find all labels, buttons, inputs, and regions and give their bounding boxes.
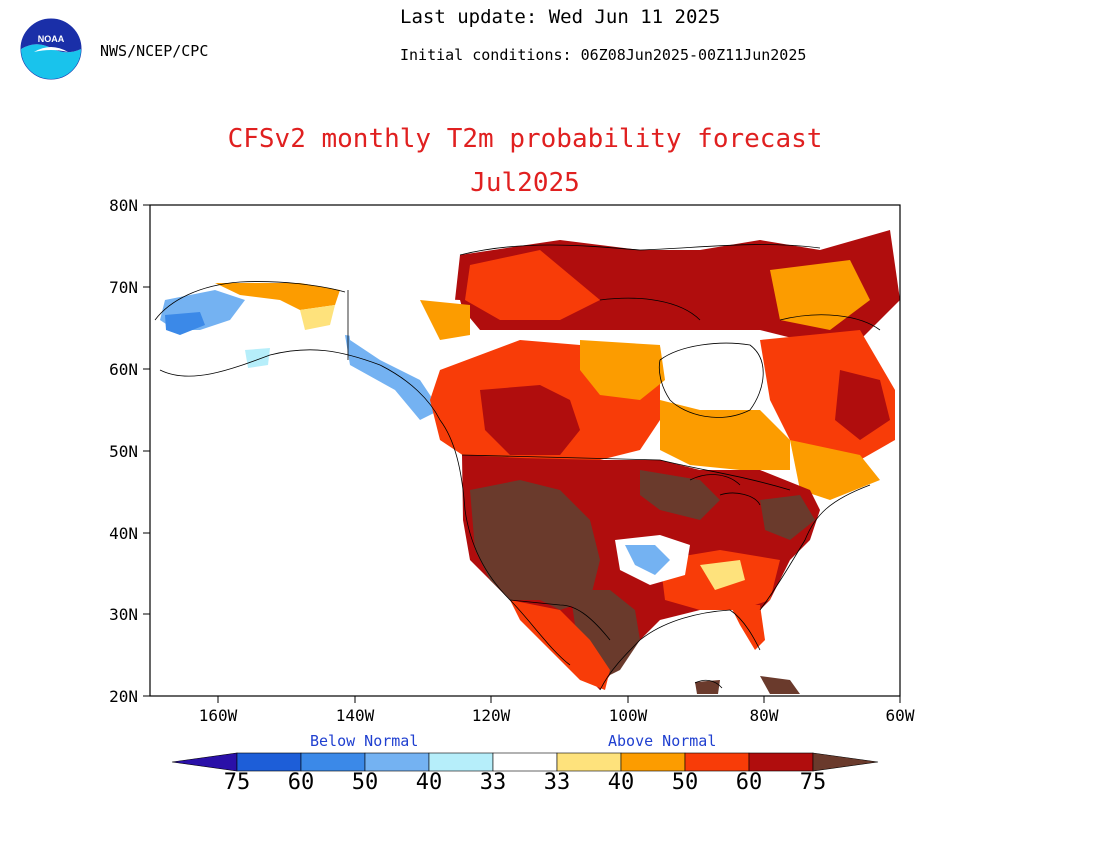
legend-tick-label: 33 bbox=[479, 770, 507, 795]
logo-bottom bbox=[21, 44, 81, 79]
legend-arrow-right bbox=[812, 752, 879, 772]
region-ontario bbox=[660, 400, 790, 470]
region-maritimes bbox=[790, 440, 880, 500]
above-normal-label: Above Normal bbox=[608, 732, 717, 750]
agency-label: NWS/NCEP/CPC bbox=[100, 42, 209, 60]
legend-tick-label: 40 bbox=[607, 770, 635, 795]
region-arctic-orange2 bbox=[770, 260, 870, 330]
last-update: Last update: Wed Jun 11 2025 bbox=[400, 6, 721, 28]
us-mexico-border bbox=[509, 599, 611, 641]
logo-text: NOAA bbox=[38, 34, 65, 44]
legend-swatch bbox=[748, 752, 814, 772]
region-southern-plains-blue bbox=[625, 545, 670, 575]
region-western-canada-dark bbox=[480, 385, 580, 455]
logo-bird bbox=[34, 47, 68, 52]
legend-swatch bbox=[620, 752, 686, 772]
lat-label: 80N bbox=[109, 196, 138, 215]
map-subtitle: Jul2025 bbox=[470, 168, 580, 198]
legend-tick-label: 40 bbox=[415, 770, 443, 795]
region-northeast bbox=[760, 495, 815, 540]
coast-atlantic bbox=[759, 484, 871, 611]
region-alaska-orange bbox=[215, 283, 340, 310]
lon-label: 160W bbox=[198, 706, 238, 725]
region-cuba bbox=[695, 680, 720, 694]
region-alaska-lightcyan bbox=[245, 348, 270, 368]
initial-conditions: Initial conditions: 06Z08Jun2025-00Z11Ju… bbox=[400, 46, 807, 64]
legend-tick-label: 75 bbox=[223, 770, 251, 795]
region-great-basin bbox=[470, 480, 600, 610]
cuba-outline bbox=[694, 679, 723, 689]
legend-tick-label: 50 bbox=[351, 770, 379, 795]
region-quebec-dark bbox=[835, 370, 890, 440]
noaa-logo: NOAA bbox=[20, 18, 82, 80]
lon-label: 60W bbox=[885, 706, 915, 725]
map-title: CFSv2 monthly T2m probability forecast bbox=[227, 124, 823, 154]
lon-label: 140W bbox=[335, 706, 375, 725]
region-yukon-orange bbox=[420, 300, 470, 340]
legend-tick-label: 75 bbox=[799, 770, 827, 795]
legend-swatch bbox=[236, 752, 302, 772]
lat-label: 70N bbox=[109, 278, 138, 297]
legend-swatch bbox=[556, 752, 622, 772]
region-midwest bbox=[640, 470, 720, 520]
below-normal-label: Below Normal bbox=[310, 732, 419, 750]
map-outlines bbox=[154, 244, 881, 691]
us-canada-border bbox=[461, 454, 791, 491]
lon-label: 80W bbox=[749, 706, 779, 725]
legend-swatch bbox=[684, 752, 750, 772]
region-hudson bbox=[660, 340, 770, 420]
region-southeast-yellow bbox=[700, 560, 745, 590]
legend-tick-label: 50 bbox=[671, 770, 699, 795]
legend-swatch bbox=[300, 752, 366, 772]
legend-tick-label: 60 bbox=[287, 770, 315, 795]
legend-arrow-left bbox=[171, 752, 238, 772]
axis-ticks bbox=[143, 204, 901, 703]
region-central-canada-orange bbox=[580, 340, 665, 400]
legend-tick-label: 33 bbox=[543, 770, 571, 795]
region-southeast-alaska bbox=[345, 335, 440, 420]
legend-swatch bbox=[364, 752, 430, 772]
legend-tick-label: 60 bbox=[735, 770, 763, 795]
lat-label: 50N bbox=[109, 442, 138, 461]
color-legend bbox=[171, 752, 879, 772]
coast-pacific bbox=[439, 419, 571, 666]
region-mexico bbox=[510, 600, 610, 690]
region-alaska-darkblue bbox=[165, 312, 205, 335]
lat-label: 60N bbox=[109, 360, 138, 379]
logo-top bbox=[21, 19, 81, 53]
lon-label: 120W bbox=[471, 706, 511, 725]
region-hispaniola bbox=[760, 676, 800, 694]
lat-label: 40N bbox=[109, 524, 138, 543]
coast-gulf bbox=[599, 609, 761, 691]
great-lakes bbox=[689, 474, 761, 506]
hudson-bay bbox=[658, 342, 764, 418]
lat-label: 20N bbox=[109, 687, 138, 706]
map-shading bbox=[155, 230, 900, 694]
lat-label: 30N bbox=[109, 605, 138, 624]
legend-swatch bbox=[492, 752, 558, 772]
region-arctic-orange bbox=[465, 250, 600, 320]
region-florida bbox=[730, 605, 765, 650]
arctic-islands bbox=[459, 244, 881, 331]
legend-swatch bbox=[428, 752, 494, 772]
region-alaska-yellow bbox=[300, 305, 335, 330]
coast-alaska-south bbox=[159, 349, 441, 421]
lon-label: 100W bbox=[608, 706, 648, 725]
coast-alaska bbox=[154, 281, 346, 321]
